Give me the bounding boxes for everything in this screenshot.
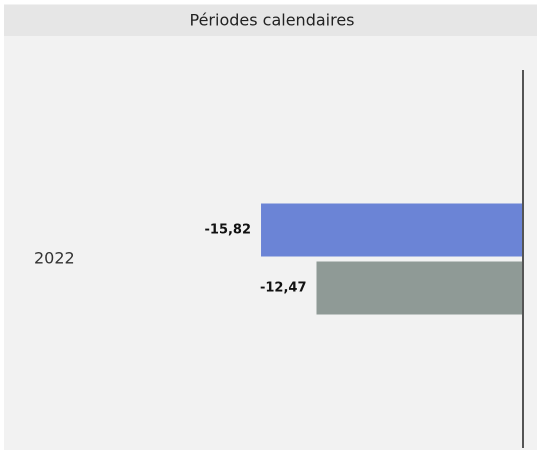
chart-title: Périodes calendaires xyxy=(190,11,355,30)
category-label: 2022 xyxy=(34,249,75,268)
header-band xyxy=(4,5,537,36)
value-label: -12,47 xyxy=(260,281,307,296)
bar xyxy=(316,261,523,315)
value-label: -15,82 xyxy=(205,223,252,238)
bar xyxy=(261,203,523,257)
